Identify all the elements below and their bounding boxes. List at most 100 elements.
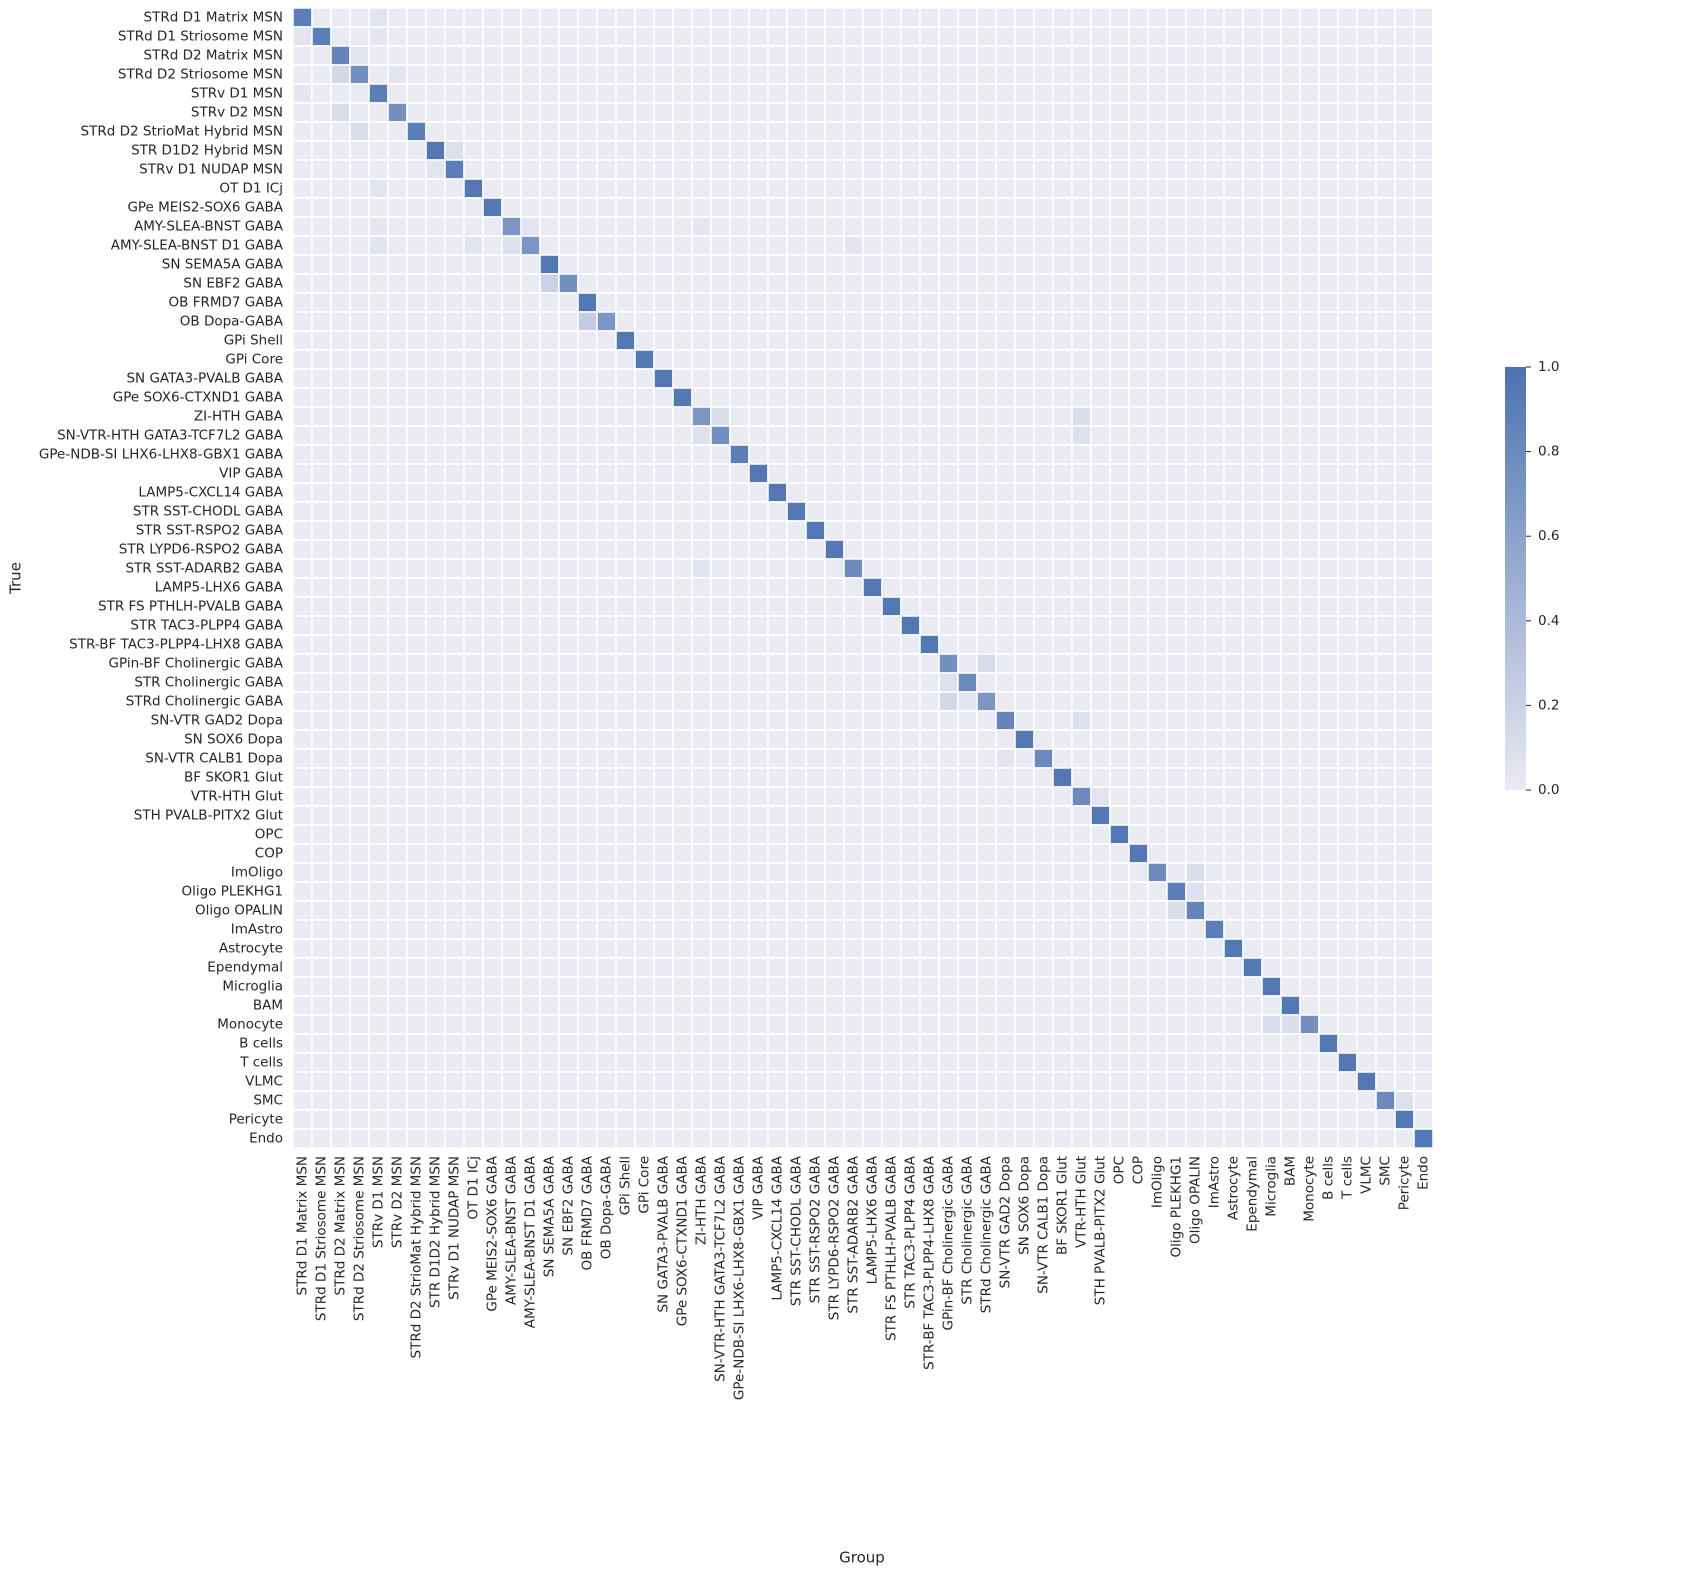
heatmap-cell — [881, 558, 902, 579]
heatmap-cell — [1204, 1052, 1225, 1073]
heatmap-cell — [1413, 254, 1434, 275]
heatmap-cell — [330, 7, 351, 28]
heatmap-cell — [482, 786, 503, 807]
heatmap-cell — [1375, 216, 1396, 237]
heatmap-cell — [824, 1033, 845, 1054]
heatmap-cell — [1033, 216, 1054, 237]
heatmap-cell — [425, 7, 446, 28]
heatmap-cell — [444, 1033, 465, 1054]
heatmap-cell — [748, 102, 769, 123]
heatmap-cell — [1166, 197, 1187, 218]
heatmap-cell — [805, 1071, 826, 1092]
heatmap-cell — [1261, 482, 1282, 503]
heatmap-cell — [539, 159, 560, 180]
heatmap-cell — [539, 140, 560, 161]
heatmap-cell — [1356, 7, 1377, 28]
heatmap-cell — [1204, 805, 1225, 826]
heatmap-cell — [425, 672, 446, 693]
heatmap-cell — [444, 957, 465, 978]
heatmap-cell — [748, 368, 769, 389]
heatmap-cell — [672, 83, 693, 104]
heatmap-cell — [691, 691, 712, 712]
heatmap-cell — [957, 596, 978, 617]
heatmap-cell — [634, 235, 655, 256]
heatmap-cell — [444, 862, 465, 883]
heatmap-cell — [634, 444, 655, 465]
y-tick-label: T cells — [239, 1055, 283, 1071]
heatmap-cell — [672, 482, 693, 503]
heatmap-cell — [767, 26, 788, 47]
heatmap-cell — [1242, 634, 1263, 655]
heatmap-cell — [1375, 64, 1396, 85]
heatmap-cell — [1261, 292, 1282, 313]
heatmap-cell — [995, 501, 1016, 522]
x-tick-label: SN-VTR CALB1 Dopa — [1036, 1156, 1052, 1294]
heatmap-cell — [406, 653, 427, 674]
heatmap-cell — [444, 1090, 465, 1111]
heatmap-cell — [900, 786, 921, 807]
heatmap-cell — [577, 140, 598, 161]
heatmap-cell — [1413, 805, 1434, 826]
y-tick-label: STR Cholinergic GABA — [134, 675, 283, 691]
heatmap-cell — [1337, 786, 1358, 807]
heatmap-cell — [634, 292, 655, 313]
heatmap-cell — [919, 26, 940, 47]
heatmap-cell — [330, 140, 351, 161]
heatmap-cell — [634, 824, 655, 845]
heatmap-cell — [311, 368, 332, 389]
heatmap-cell — [634, 881, 655, 902]
heatmap-cell — [805, 444, 826, 465]
heatmap-cell — [1280, 368, 1301, 389]
heatmap-cell — [539, 444, 560, 465]
heatmap-cell — [311, 767, 332, 788]
heatmap-cell — [748, 292, 769, 313]
heatmap-cell — [900, 425, 921, 446]
heatmap-cell — [1223, 197, 1244, 218]
heatmap-cell — [1014, 900, 1035, 921]
y-tick-label: Pericyte — [229, 1112, 283, 1128]
heatmap-cell — [1261, 1052, 1282, 1073]
heatmap-cell — [786, 1109, 807, 1130]
heatmap-cell — [292, 824, 313, 845]
heatmap-cell — [938, 1071, 959, 1092]
heatmap-cell — [843, 786, 864, 807]
heatmap-cell — [539, 672, 560, 693]
heatmap-cell — [881, 178, 902, 199]
heatmap-cell — [1166, 1052, 1187, 1073]
heatmap-cell — [1090, 577, 1111, 598]
heatmap-cell — [653, 976, 674, 997]
heatmap-cell — [1014, 45, 1035, 66]
heatmap-cell — [976, 843, 997, 864]
heatmap-cell — [368, 311, 389, 332]
heatmap-cell — [938, 235, 959, 256]
heatmap-cell — [482, 919, 503, 940]
heatmap-cell — [824, 482, 845, 503]
heatmap-cell — [368, 672, 389, 693]
heatmap-cell — [824, 159, 845, 180]
heatmap-cell — [1318, 83, 1339, 104]
heatmap-cell — [1375, 672, 1396, 693]
heatmap-cell — [463, 995, 484, 1016]
heatmap-cell — [1166, 83, 1187, 104]
heatmap-cell — [387, 938, 408, 959]
heatmap-cell — [596, 615, 617, 636]
heatmap-cell — [1299, 64, 1320, 85]
heatmap-cell — [653, 425, 674, 446]
heatmap-cell — [1261, 653, 1282, 674]
heatmap-cell — [710, 786, 731, 807]
heatmap-cell — [862, 1128, 883, 1149]
heatmap-cell — [862, 26, 883, 47]
heatmap-cell — [786, 463, 807, 484]
heatmap-cell — [558, 159, 579, 180]
heatmap-cell — [463, 653, 484, 674]
heatmap-cell — [1204, 710, 1225, 731]
heatmap-cell — [1413, 767, 1434, 788]
heatmap-cell — [444, 140, 465, 161]
heatmap-cell — [1299, 178, 1320, 199]
heatmap-cell — [1090, 1090, 1111, 1111]
y-tick-label: BF SKOR1 Glut — [184, 770, 283, 786]
heatmap-cell — [1166, 273, 1187, 294]
heatmap-cell — [653, 444, 674, 465]
heatmap-cell — [634, 45, 655, 66]
heatmap-cell — [520, 539, 541, 560]
